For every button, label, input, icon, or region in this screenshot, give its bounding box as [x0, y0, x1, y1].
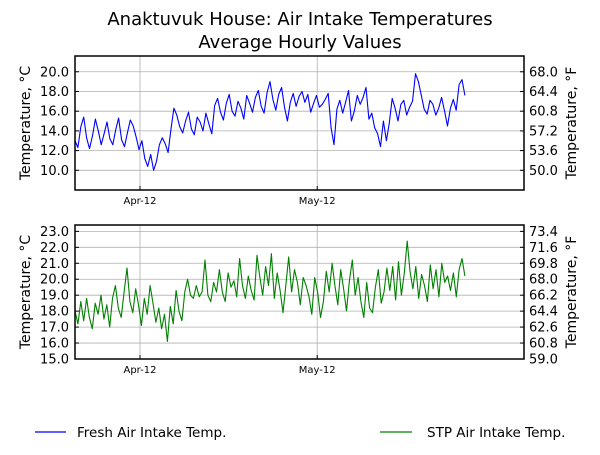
- y-tick-label-left: 16.0: [40, 337, 69, 352]
- chart-title: Anaktuvuk House: Air Intake Temperatures: [107, 9, 492, 30]
- x-tick-label: May-12: [299, 196, 336, 207]
- y-tick-label-left: 18.0: [40, 85, 69, 100]
- series-line-fresh-air: [74, 73, 466, 171]
- y-tick-label-right: 64.4: [529, 85, 558, 100]
- series-line-stp-air: [74, 240, 466, 343]
- y-tick-label-right: 71.6: [529, 241, 558, 256]
- y-tick-label-right: 60.8: [529, 105, 558, 120]
- legend-fresh-label: Fresh Air Intake Temp.: [77, 425, 226, 441]
- chart-subtitle: Average Hourly Values: [198, 32, 401, 53]
- legend-stp-label: STP Air Intake Temp.: [427, 425, 565, 441]
- y-tick-label-right: 69.8: [529, 257, 558, 272]
- y-tick-label-left: 23.0: [40, 225, 69, 240]
- x-tick-label: May-12: [299, 365, 336, 376]
- y-axis-label-left: Temperature, °C: [18, 235, 34, 351]
- y-tick-label-left: 10.0: [40, 164, 69, 179]
- y-tick-label-left: 17.0: [40, 321, 69, 336]
- plot-frame: [74, 55, 525, 191]
- y-tick-label-left: 20.0: [40, 65, 69, 80]
- x-tick-label: Apr-12: [123, 365, 156, 376]
- y-axis-label-right: Temperature, °F: [564, 236, 580, 350]
- y-tick-label-left: 15.0: [40, 353, 69, 368]
- panel-1: 10.0 50.0 12.0 53.6 14.0 57.2 16.0 60.8 18.0 64.4…: [18, 55, 580, 207]
- y-tick-label-left: 20.0: [40, 273, 69, 288]
- panel-2: 15.0 59.0 16.0 60.8 17.0 62.6 18.0 64.4 19.0 66.2…: [18, 224, 580, 376]
- y-tick-label-right: 68.0: [529, 273, 558, 288]
- y-tick-label-right: 66.2: [529, 289, 558, 304]
- y-tick-label-left: 16.0: [40, 105, 69, 120]
- chart-panels: 10.0 50.0 12.0 53.6 14.0 57.2 16.0 60.8 18.0 64.4…: [18, 55, 580, 376]
- y-tick-label-right: 73.4: [529, 225, 558, 240]
- y-tick-label-right: 60.8: [529, 337, 558, 352]
- legend: Fresh Air Intake Temp. STP Air Intake Te…: [35, 425, 565, 441]
- y-tick-label-left: 22.0: [40, 241, 69, 256]
- y-tick-label-left: 12.0: [40, 144, 69, 159]
- y-tick-label-right: 68.0: [529, 65, 558, 80]
- y-tick-label-left: 21.0: [40, 257, 69, 272]
- x-tick-label: Apr-12: [123, 196, 156, 207]
- y-axis-label-right: Temperature, °F: [564, 67, 580, 181]
- y-tick-label-right: 59.0: [529, 353, 558, 368]
- y-tick-label-right: 50.0: [529, 164, 558, 179]
- y-tick-label-right: 57.2: [529, 124, 558, 139]
- y-tick-label-right: 62.6: [529, 321, 558, 336]
- y-axis-label-left: Temperature, °C: [18, 66, 34, 182]
- y-tick-label-left: 18.0: [40, 305, 69, 320]
- y-tick-label-left: 19.0: [40, 289, 69, 304]
- y-tick-label-right: 64.4: [529, 305, 558, 320]
- plot-frame: [74, 224, 525, 360]
- y-tick-label-right: 53.6: [529, 144, 558, 159]
- y-tick-label-left: 14.0: [40, 124, 69, 139]
